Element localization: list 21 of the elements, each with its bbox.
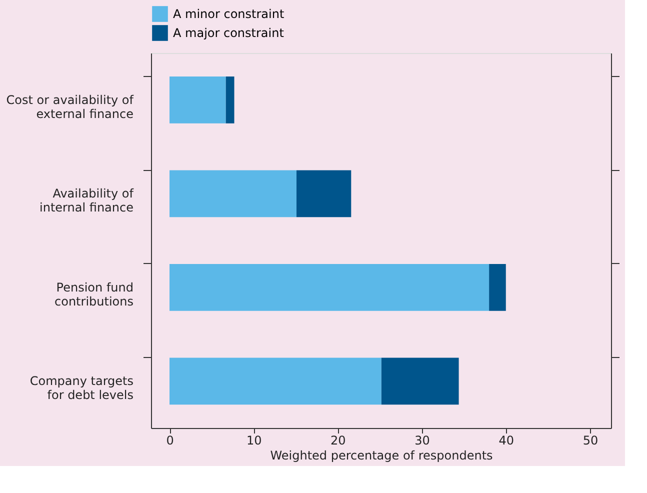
bar <box>170 170 296 218</box>
bar <box>170 264 490 311</box>
bar <box>170 358 382 405</box>
y-tick-label: Pension fund contributions <box>54 280 134 308</box>
x-tick-label: 20 <box>330 434 346 448</box>
x-tick-label: 0 <box>166 434 174 448</box>
legend-label: A major constraint <box>173 26 284 40</box>
bar <box>226 76 234 124</box>
x-tick-label: 40 <box>498 434 514 448</box>
x-axis-title: Weighted percentage of respondents <box>270 448 493 462</box>
y-tick-label: Company targets for debt levels <box>30 374 134 402</box>
legend-label: A minor constraint <box>173 7 284 21</box>
bar <box>170 76 226 124</box>
x-tick-label: 50 <box>582 434 598 448</box>
y-tick-label: Availability of internal finance <box>40 186 134 215</box>
x-tick-label: 10 <box>246 434 262 448</box>
y-tick-label: Cost or availability of external finance <box>6 92 134 121</box>
bar <box>489 264 506 311</box>
x-tick-label: 30 <box>414 434 430 448</box>
bar <box>296 170 352 218</box>
bar <box>381 358 459 405</box>
